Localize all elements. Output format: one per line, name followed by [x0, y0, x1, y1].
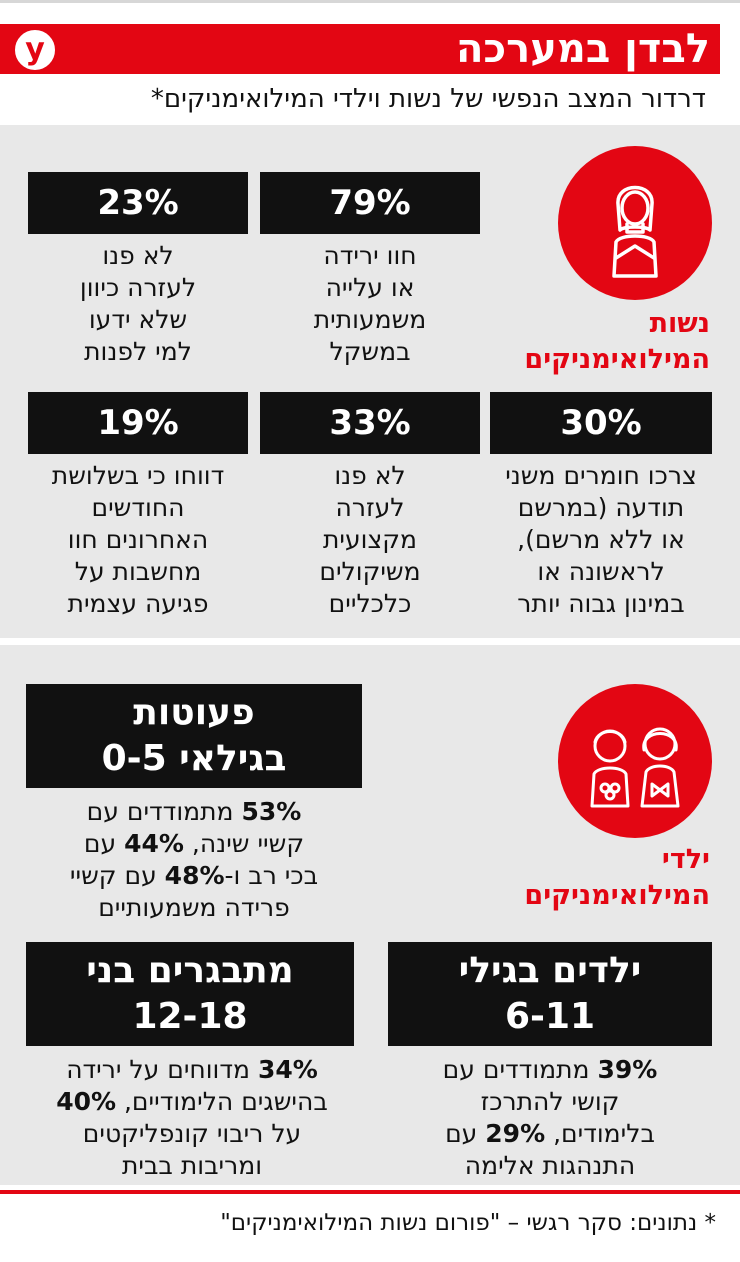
desc-line: בכי רב ו-48% עם קשיי: [18, 860, 370, 892]
header-bar: [0, 24, 720, 74]
desc-text: בהישגים הלימודיים,: [116, 1087, 328, 1116]
desc-percent: 39%: [597, 1055, 658, 1084]
desc-line: 53% מתמודדים עם: [18, 796, 370, 828]
children-icon: [590, 727, 680, 808]
desc-text: בכי רב ו-: [224, 861, 319, 890]
desc-text: עם: [445, 1119, 486, 1148]
page-title: לבדן במערכה: [456, 26, 710, 72]
children-label: ילדי המילואימניקים: [524, 842, 710, 914]
desc-text: קושי להתרכז: [480, 1087, 620, 1116]
wives-label-line2: המילואימניקים: [524, 344, 710, 375]
title-box-kids: ילדים בגילי 6-11: [388, 942, 712, 1046]
bottom-rule: [0, 1190, 740, 1194]
desc-text: מתמודדים עם: [442, 1055, 598, 1084]
page-subtitle: דרדור המצב הנפשי של נשות וילדי המילואימנ…: [150, 84, 706, 114]
desc-text: עם קשיי: [69, 861, 165, 890]
desc-toddlers: 53% מתמודדים עם קשיי שינה, 44% עם בכי רב ו…: [18, 796, 370, 924]
children-label-line2: המילואימניקים: [524, 880, 710, 911]
desc-percent: 53%: [241, 797, 302, 826]
woman-icon-circle: [558, 146, 712, 300]
desc-line: בהישגים הלימודיים, 40%: [14, 1086, 370, 1118]
stat-desc-self-harm: דווחו כי בשלושת החודשים האחרונים חוו מחש…: [51, 461, 225, 618]
desc-percent: 29%: [485, 1119, 546, 1148]
desc-kids: 39% מתמודדים עם קושי להתרכז בלימודים, 29% …: [392, 1054, 708, 1182]
desc-line: קושי להתרכז: [392, 1086, 708, 1118]
stat-box-self-harm: 19%: [28, 392, 248, 454]
top-divider: [0, 0, 740, 3]
desc-teens: 34% מדווחים על ירידה בהישגים הלימודיים, 4…: [14, 1054, 370, 1182]
children-icon-circle: [558, 684, 712, 838]
stat-box-financial: 33%: [260, 392, 480, 454]
desc-text: על ריבוי קונפליקטים: [82, 1119, 302, 1148]
stat-box-substances: 30%: [490, 392, 712, 454]
desc-line: בלימודים, 29% עם: [392, 1118, 708, 1150]
desc-percent: 40%: [56, 1087, 117, 1116]
stat-box-unknown-help: 23%: [28, 172, 248, 234]
woman-icon: [612, 185, 658, 278]
title-box-toddlers: פעוטות בגילאי 0-5: [26, 684, 362, 788]
desc-line: 39% מתמודדים עם: [392, 1054, 708, 1086]
desc-line: ומריבות בבית: [14, 1150, 370, 1182]
desc-line: 34% מדווחים על ירידה: [14, 1054, 370, 1086]
desc-text: מדווחים על ירידה: [66, 1055, 258, 1084]
wives-label: נשות המילואימניקים: [524, 306, 710, 378]
stat-desc-financial: לא פנו לעזרה מקצועית משיקולים כלכליים: [319, 461, 421, 618]
desc-percent: 34%: [257, 1055, 318, 1084]
desc-text: בלימודים,: [545, 1119, 655, 1148]
stat-desc-substances: צרכו חומרים משני תודעה (במרשם או ללא מרש…: [505, 461, 697, 618]
ynet-logo: y: [12, 27, 58, 73]
desc-text: התנהגות אלימה: [464, 1151, 636, 1180]
children-label-line1: ילדי: [661, 844, 710, 875]
source-footnote: * נתונים: סקר רגשי – "פורום נשות המילואי…: [220, 1210, 716, 1236]
title-box-teens: מתבגרים בני 12-18: [26, 942, 354, 1046]
stat-box-weight: 79%: [260, 172, 480, 234]
desc-text: פרידה משמעותיים: [98, 893, 290, 922]
stat-desc-unknown-help: לא פנו לעזרה כיוון שלא ידעו למי לפנות: [79, 241, 197, 366]
stat-desc-weight: חוו ירידה או עלייה משמעותית במשקל: [313, 241, 427, 366]
wives-label-line1: נשות: [649, 308, 710, 339]
desc-line: פרידה משמעותיים: [18, 892, 370, 924]
desc-percent: 44%: [124, 829, 184, 858]
desc-text: מתמודדים עם: [86, 797, 242, 826]
desc-text: עם: [83, 829, 125, 858]
desc-text: ומריבות בבית: [121, 1151, 263, 1180]
desc-line: קשיי שינה, 44% עם: [18, 828, 370, 860]
desc-line: על ריבוי קונפליקטים: [14, 1118, 370, 1150]
logo-letter: y: [25, 32, 45, 67]
desc-text: קשיי שינה,: [183, 829, 305, 858]
desc-line: התנהגות אלימה: [392, 1150, 708, 1182]
desc-percent: 48%: [164, 861, 225, 890]
